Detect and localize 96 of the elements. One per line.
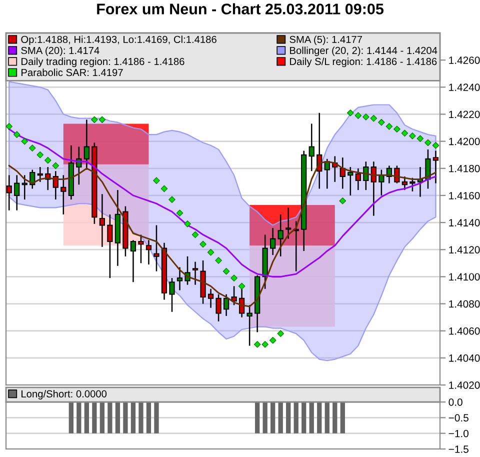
legend-label: Bollinger (20, 2): 1.4144 - 1.4204: [290, 46, 438, 56]
chart-title: Forex um Neun - Chart 25.03.2011 09:05: [97, 3, 384, 14]
y-tick-label: 1.4240: [449, 84, 480, 92]
candlestick: [14, 174, 20, 211]
y-tick-label: 1.4220: [449, 110, 480, 118]
legend-label: Long/Short: 0.0000: [22, 390, 107, 400]
point: [176, 210, 184, 216]
point: [192, 231, 199, 238]
y-tick-label: 1.4160: [449, 192, 480, 200]
point: [362, 114, 370, 120]
y-tick-label: 1.4080: [449, 300, 480, 308]
point: [354, 112, 362, 119]
y-tick-label: 1.4260: [449, 56, 480, 64]
candlestick: [37, 166, 43, 183]
point: [238, 282, 246, 290]
point: [424, 139, 432, 146]
legend-label: SMA (5): 1.4177: [290, 36, 362, 46]
legend-label: Parabolic SAR: 1.4197: [22, 68, 123, 76]
candlestick: [84, 119, 90, 170]
point: [370, 114, 378, 122]
candlestick: [231, 286, 237, 306]
y-tick-label: 1.4040: [449, 354, 480, 362]
point: [168, 196, 176, 203]
candlestick: [348, 166, 354, 196]
legend-label: Op:1.4188, Hi:1.4193, Lo:1.4169, Cl:1.4186: [21, 36, 216, 46]
candlestick: [223, 294, 230, 317]
point: [207, 248, 214, 256]
y-tick-label: 0.0: [448, 398, 462, 406]
y-tick-label: −0.5: [448, 414, 468, 422]
candlestick: [402, 176, 408, 191]
candlestick: [308, 123, 314, 172]
candlestick: [208, 288, 214, 308]
point: [91, 116, 98, 124]
y-tick-label: 1.4120: [449, 246, 480, 254]
point: [378, 118, 385, 126]
point: [432, 142, 440, 149]
candlestick: [99, 193, 105, 248]
candlestick: [432, 150, 439, 184]
point: [6, 123, 12, 130]
candlestick: [286, 207, 292, 240]
y-tick-label: 1.4060: [449, 327, 480, 335]
point: [44, 156, 52, 164]
y-tick-label: −1.5: [448, 446, 468, 453]
candlestick: [270, 227, 276, 256]
point: [347, 109, 354, 116]
point: [409, 132, 416, 140]
point: [200, 240, 206, 248]
point: [339, 197, 346, 204]
point: [215, 257, 222, 264]
candlestick: [130, 240, 136, 283]
candlestick: [60, 174, 66, 216]
point: [262, 341, 268, 348]
point: [401, 130, 408, 137]
legend-label: Daily S/L region: 1.4186 - 1.4186: [290, 58, 437, 68]
candlestick: [154, 224, 160, 272]
point: [230, 274, 238, 282]
point: [254, 341, 261, 348]
point: [13, 131, 20, 138]
candlestick: [192, 261, 198, 286]
point: [416, 135, 424, 142]
legend-label: SMA (20): 1.4174: [21, 46, 100, 56]
point: [28, 144, 36, 152]
point: [386, 123, 393, 130]
y-tick-label: 1.4020: [449, 382, 480, 389]
candlestick: [410, 177, 416, 192]
point: [184, 220, 191, 228]
y-tick-label: 1.4180: [449, 164, 480, 172]
candlestick: [169, 277, 175, 313]
candlestick: [425, 148, 431, 190]
y-tick-label: 1.4200: [449, 138, 480, 146]
candlestick: [6, 174, 12, 211]
point: [36, 151, 44, 158]
point: [153, 177, 160, 184]
point: [394, 126, 400, 133]
point: [277, 330, 284, 337]
candlestick: [370, 160, 376, 216]
y-tick-label: 1.4100: [449, 273, 480, 281]
candlestick: [246, 304, 252, 346]
candlestick: [394, 165, 400, 184]
candlestick: [355, 168, 361, 191]
candlestick: [216, 294, 222, 322]
candlestick: [278, 214, 284, 258]
candlestick: [22, 174, 28, 200]
point: [21, 138, 28, 145]
point: [160, 185, 168, 192]
candlestick: [146, 240, 152, 266]
point: [98, 116, 106, 124]
candlestick: [176, 266, 183, 291]
point: [269, 336, 276, 344]
point: [52, 162, 60, 170]
candlestick: [138, 234, 144, 264]
legend-label: Daily trading region: 1.4186 - 1.4186: [22, 58, 184, 68]
y-tick-label: −1.0: [448, 430, 468, 438]
y-tick-label: 1.4140: [449, 219, 480, 226]
point: [222, 268, 230, 275]
candlestick: [107, 214, 113, 279]
